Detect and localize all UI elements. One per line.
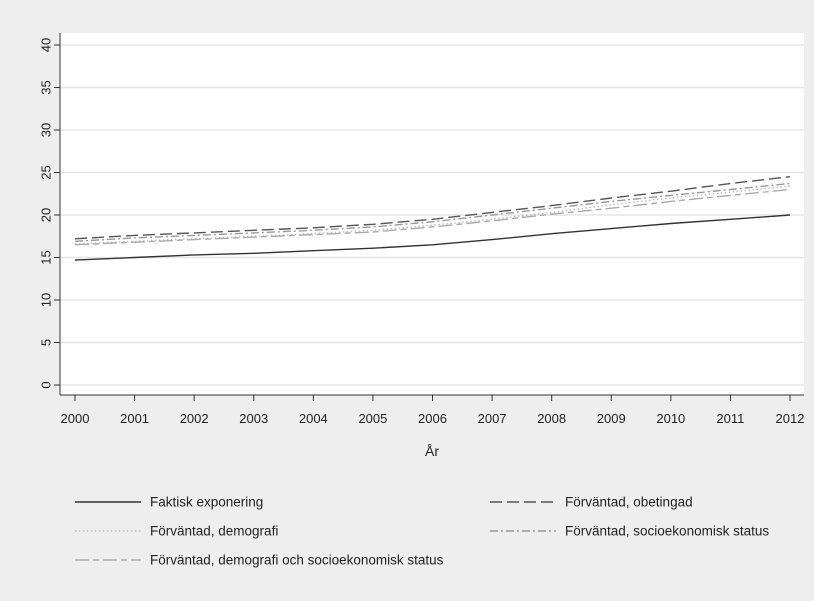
series-line xyxy=(74,182,791,242)
x-tick-label: 2011 xyxy=(716,411,744,426)
x-axis-title: År xyxy=(425,443,439,459)
series-line xyxy=(74,176,791,240)
x-ticks: 2000 2001 2002 2003 2004 2005 2006 2007 2008 2009… xyxy=(61,395,805,426)
x-tick-label: 2010 xyxy=(656,411,685,426)
x-tick-label: 2002 xyxy=(180,411,209,426)
y-tick-label: 35 xyxy=(39,80,54,94)
y-tick-label: 40 xyxy=(39,38,54,52)
legend-label: Förväntad, demografi och socioekonomisk … xyxy=(150,553,444,568)
y-tick-label: 5 xyxy=(39,339,54,346)
legend-label: Förväntad, demografi xyxy=(150,524,278,539)
y-tick-label: 25 xyxy=(39,165,54,179)
y-tick-label: 15 xyxy=(39,250,54,264)
x-tick-label: 2005 xyxy=(358,411,387,426)
y-tick-label: 10 xyxy=(39,293,54,307)
x-tick-label: 2006 xyxy=(418,411,447,426)
y-tick-label: 0 xyxy=(39,381,54,388)
x-tick-label: 2012 xyxy=(776,411,805,426)
y-tick-label: 30 xyxy=(39,123,54,137)
x-tick-label: 2000 xyxy=(61,411,90,426)
series-lines xyxy=(74,176,791,261)
x-tick-label: 2003 xyxy=(239,411,268,426)
legend-label: Förväntad, socioekonomisk status xyxy=(565,524,769,539)
x-tick-label: 2007 xyxy=(478,411,507,426)
y-tick-label: 20 xyxy=(39,208,54,222)
x-tick-label: 2009 xyxy=(597,411,626,426)
legend-label: Förväntad, obetingad xyxy=(565,495,693,510)
legend-label: Faktisk exponering xyxy=(150,495,263,510)
series-line xyxy=(74,214,791,261)
x-tick-label: 2001 xyxy=(120,411,149,426)
legend: Faktisk exponering Förväntad, obetingad Fö… xyxy=(75,495,769,568)
y-ticks: 0 5 10 15 20 25 30 35 40 xyxy=(39,38,60,389)
gridlines xyxy=(60,44,804,386)
series-line xyxy=(74,188,791,246)
x-tick-label: 2004 xyxy=(299,411,328,426)
plot-area xyxy=(60,33,804,395)
x-tick-label: 2008 xyxy=(537,411,566,426)
